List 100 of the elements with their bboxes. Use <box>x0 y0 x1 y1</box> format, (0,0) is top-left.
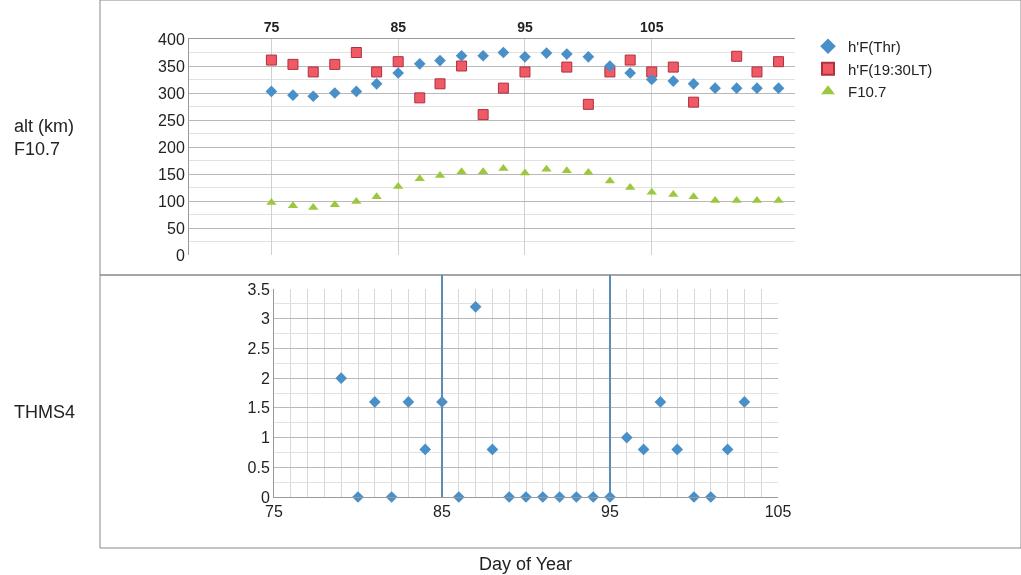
point <box>561 166 572 174</box>
y-tick-label: 300 <box>158 84 185 102</box>
point <box>414 92 426 104</box>
point <box>287 89 299 102</box>
point <box>730 82 743 94</box>
legend-label: F10.7 <box>848 83 887 101</box>
y-tick-label: 1.5 <box>247 399 270 417</box>
point <box>350 47 362 58</box>
point <box>587 491 600 503</box>
y-tick-label: 2.5 <box>247 340 270 358</box>
point <box>731 50 743 62</box>
point <box>350 85 363 98</box>
point <box>469 300 482 313</box>
point <box>519 66 531 78</box>
point <box>434 78 446 90</box>
y-tick-label: 400 <box>158 30 185 48</box>
x-tick-label: 105 <box>640 19 664 36</box>
point <box>536 491 549 503</box>
point <box>560 48 573 60</box>
point <box>419 443 432 456</box>
y-tick-label: 200 <box>158 138 185 156</box>
y-axis-title: THMS4 <box>14 402 76 422</box>
point <box>385 491 398 503</box>
point <box>721 443 734 456</box>
y-tick-label: 100 <box>158 192 185 210</box>
point <box>402 396 415 408</box>
x-tick-label: 95 <box>517 19 533 36</box>
y-tick-label: 0 <box>175 246 185 264</box>
point <box>287 58 299 70</box>
point <box>328 87 341 99</box>
point <box>646 187 657 195</box>
point <box>624 67 637 79</box>
point <box>738 396 751 408</box>
point <box>486 443 499 456</box>
point <box>370 77 383 90</box>
point <box>654 396 667 408</box>
point <box>452 491 465 503</box>
point <box>265 54 277 66</box>
point <box>540 47 553 59</box>
point <box>307 66 319 78</box>
point <box>329 200 340 208</box>
point <box>620 431 633 444</box>
point <box>477 109 489 121</box>
y-tick-label: 0.5 <box>247 458 270 476</box>
point <box>265 85 278 98</box>
y-tick-label: 0 <box>260 488 270 506</box>
legend-label: h'F(19:30LT) <box>848 60 933 78</box>
x-tick-label: 85 <box>433 503 451 521</box>
point <box>709 82 721 94</box>
point <box>308 202 319 210</box>
x-axis-title: Day of Year <box>479 554 573 574</box>
x-tick-label: 75 <box>263 19 280 36</box>
y-tick-label: 2 <box>260 369 270 387</box>
point <box>561 61 573 73</box>
point <box>392 56 404 68</box>
point <box>503 491 516 503</box>
point <box>456 167 467 175</box>
point <box>688 96 700 108</box>
y-tick-label: 50 <box>167 219 185 237</box>
point <box>667 75 680 87</box>
point <box>570 491 583 503</box>
y-tick-label: 350 <box>158 57 185 75</box>
point <box>667 61 679 73</box>
point <box>637 443 650 456</box>
point <box>751 82 763 94</box>
point <box>583 167 594 175</box>
point <box>773 56 785 68</box>
y-tick-label: 150 <box>158 165 185 183</box>
point <box>582 50 595 63</box>
y-tick-label: 3 <box>260 310 270 328</box>
point <box>392 67 405 79</box>
point <box>413 57 426 70</box>
point <box>624 54 636 66</box>
point <box>371 66 383 78</box>
point <box>645 73 658 86</box>
y-axis-title: alt (km) F10.7 <box>14 116 74 160</box>
y-tick-label: 250 <box>158 111 185 129</box>
point <box>687 77 700 90</box>
point <box>773 195 784 203</box>
y-tick-label: 1 <box>260 429 270 447</box>
point <box>434 54 446 67</box>
point <box>519 50 531 63</box>
point <box>368 396 381 408</box>
point <box>772 82 785 94</box>
x-tick-label: 75 <box>265 503 283 521</box>
y-tick-label: 3.5 <box>247 280 270 298</box>
point <box>582 98 594 110</box>
x-tick-label: 95 <box>601 503 619 521</box>
point <box>497 82 509 94</box>
point <box>497 46 510 59</box>
point <box>704 491 717 503</box>
point <box>307 90 320 103</box>
point <box>329 58 341 70</box>
point <box>751 66 763 78</box>
x-tick-label: 105 <box>764 503 792 521</box>
point <box>477 49 489 62</box>
point <box>671 443 684 456</box>
point <box>553 491 566 503</box>
point <box>335 372 348 384</box>
x-tick-label: 85 <box>390 19 407 36</box>
